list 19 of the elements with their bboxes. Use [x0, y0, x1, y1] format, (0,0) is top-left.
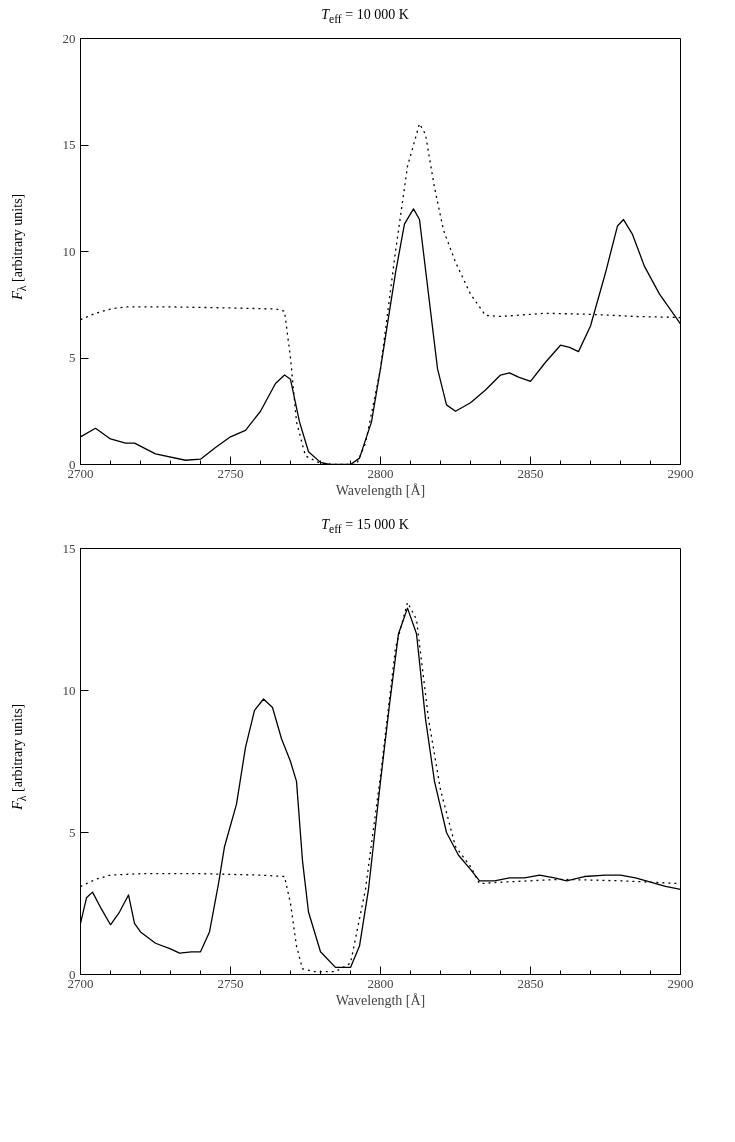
x-axis-title: Wavelength [Å]: [335, 992, 426, 1008]
x-tick-label: 2850: [517, 465, 544, 481]
y-tick-label: 20: [62, 30, 76, 46]
x-tick-label: 2800: [367, 975, 394, 991]
x-tick-label: 2750: [217, 975, 244, 991]
chart-title: T$_{eff}$ = 15 000 K: [320, 516, 410, 538]
y-tick-label: 15: [62, 540, 76, 556]
y-tick-label: 10: [62, 682, 76, 698]
x-tick-label: 2900: [667, 975, 694, 991]
y-tick-label: 15: [62, 137, 76, 152]
x-axis-title: Wavelength [Å]: [335, 482, 426, 498]
x-tick-label: 2800: [367, 465, 394, 481]
x-tick-label: 2900: [667, 465, 694, 481]
x-tick-label: 2750: [217, 465, 244, 481]
y-tick-label: 5: [69, 350, 76, 365]
chart-title: T$_{eff}$ = 10 000 K: [320, 6, 410, 28]
y-tick-label: 5: [69, 824, 76, 840]
y-tick-label: 10: [62, 243, 76, 259]
x-tick-label: 2850: [517, 975, 544, 991]
